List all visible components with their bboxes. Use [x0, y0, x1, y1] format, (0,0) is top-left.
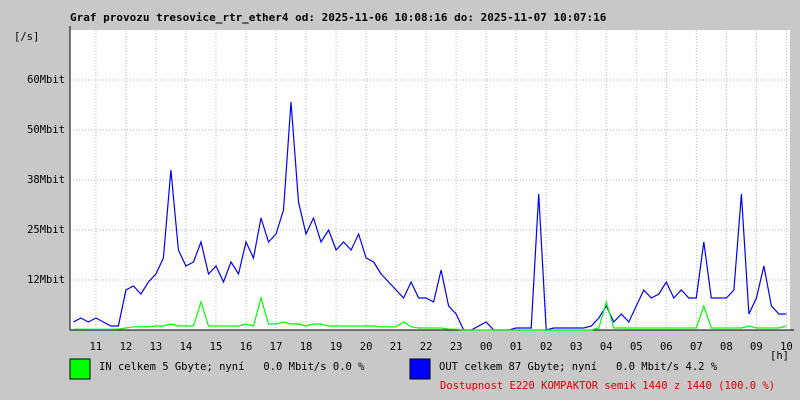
x-tick-label: 00 [480, 341, 493, 353]
x-tick-label: 20 [360, 341, 373, 353]
x-tick-label: 01 [510, 341, 523, 353]
x-tick-label: 07 [690, 341, 703, 353]
x-tick-label: 22 [420, 341, 433, 353]
x-tick-label: 06 [660, 341, 673, 353]
availability: Dostupnost E220 KOMPAKTOR semik 1440 z 1… [440, 380, 775, 392]
x-tick-label: 16 [240, 341, 253, 353]
x-tick-label: 15 [210, 341, 223, 353]
x-tick-label: 03 [570, 341, 583, 353]
legend-label: OUT celkem 87 Gbyte; nyní 0.0 Mbit/s 4.2… [439, 361, 718, 373]
y-tick-label: 25Mbit [27, 224, 65, 236]
x-tick-label: 17 [270, 341, 283, 353]
x-tick-label: 14 [180, 341, 193, 353]
legend-swatch [409, 358, 431, 380]
y-tick-label: 38Mbit [27, 174, 65, 186]
x-unit: [h] [770, 350, 789, 362]
y-tick-label: 60Mbit [27, 74, 65, 86]
x-tick-label: 08 [720, 341, 733, 353]
legend-swatch [69, 358, 91, 380]
x-tick-label: 12 [120, 341, 133, 353]
chart-title: Graf provozu tresovice_rtr_ether4 od: 20… [70, 11, 607, 24]
x-tick-label: 13 [150, 341, 163, 353]
y-tick-label: 50Mbit [27, 124, 65, 136]
x-tick-label: 11 [90, 341, 103, 353]
series-line [73, 295, 787, 331]
x-tick-label: 18 [300, 341, 313, 353]
legend-label: IN celkem 5 Gbyte; nyní 0.0 Mbit/s 0.0 % [99, 361, 365, 373]
x-tick-label: 10 [780, 341, 793, 353]
x-tick-label: 19 [330, 341, 343, 353]
x-tick-label: 23 [450, 341, 463, 353]
x-tick-label: 09 [750, 341, 763, 353]
x-tick-label: 02 [540, 341, 553, 353]
x-tick-label: 04 [600, 341, 613, 353]
y-unit: [/s] [14, 31, 39, 43]
y-tick-label: 12Mbit [27, 274, 65, 286]
x-tick-label: 21 [390, 341, 403, 353]
series-line [73, 101, 787, 331]
x-tick-label: 05 [630, 341, 643, 353]
